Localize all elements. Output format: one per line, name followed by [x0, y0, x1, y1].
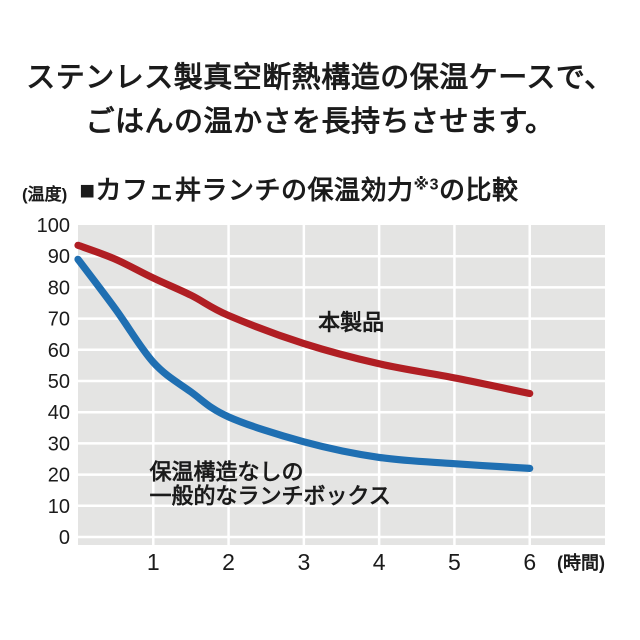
x-tick-label: 3	[297, 549, 310, 575]
y-tick-label: 70	[48, 309, 70, 331]
series-line-product	[74, 241, 534, 398]
chart-title-main: ■カフェ丼ランチの保温効力	[79, 175, 414, 205]
chart-title: ■カフェ丼ランチの保温効力※3の比較	[79, 170, 518, 207]
y-tick-label: 40	[48, 402, 70, 424]
plot-area	[78, 225, 605, 545]
x-tick-label: 2	[222, 549, 235, 575]
series-label-product: 本製品	[318, 310, 384, 335]
heading-line-2: ごはんの温かさを長持ちさせます。	[85, 106, 555, 138]
heading-line-1: ステンレス製真空断熱構造の保温ケースで、	[26, 62, 614, 94]
series-line-generic	[74, 255, 534, 472]
y-tick-label: 0	[59, 527, 70, 549]
x-tick-label: 6	[523, 549, 536, 575]
y-tick-label: 50	[48, 371, 70, 393]
chart-title-suffix: の比較	[439, 175, 519, 205]
y-axis-unit-label: (温度)	[22, 185, 68, 204]
x-tick-label: 1	[147, 549, 160, 575]
temperature-retention-chart: 0 10 20 30 40 50 60 70 80 90 100 1 2 3 4 5 6 (時間) 本製品保温構造な…	[37, 215, 605, 575]
page-heading: ステンレス製真空断熱構造の保温ケースで、 ごはんの温かさを長持ちさせます。	[0, 56, 640, 144]
x-tick-label: 5	[448, 549, 461, 575]
series-label-generic: 保温構造なしの	[149, 460, 304, 485]
chart-title-footnote-marker: ※3	[413, 176, 439, 194]
x-axis-unit-label: (時間)	[557, 553, 605, 573]
y-tick-label: 30	[48, 433, 70, 455]
y-tick-label: 60	[48, 340, 70, 362]
y-tick-label: 10	[48, 496, 70, 518]
y-tick-label: 20	[48, 465, 70, 487]
x-tick-label: 4	[373, 549, 386, 575]
y-tick-label: 90	[48, 246, 70, 268]
chart-header: (温度) ■カフェ丼ランチの保温効力※3の比較	[22, 170, 622, 207]
y-tick-label: 100	[37, 215, 70, 237]
y-tick-label: 80	[48, 277, 70, 299]
series-label-generic: 一般的なランチボックス	[150, 484, 391, 509]
